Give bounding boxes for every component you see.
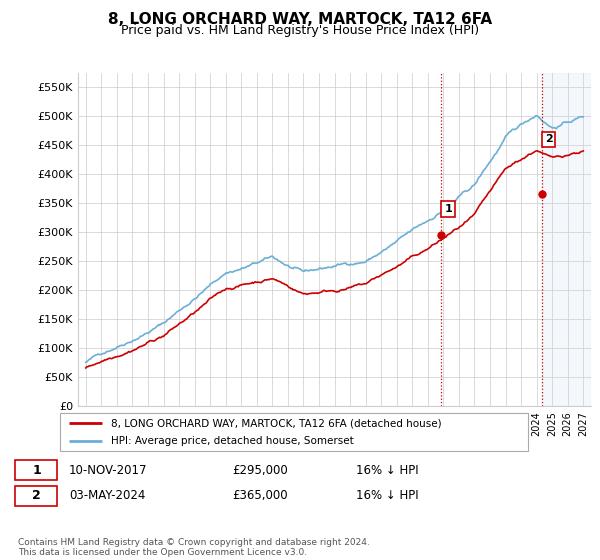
- Text: 2: 2: [32, 489, 41, 502]
- Text: £365,000: £365,000: [232, 489, 288, 502]
- Bar: [542, 73, 591, 406]
- Text: Contains HM Land Registry data © Crown copyright and database right 2024.
This d: Contains HM Land Registry data © Crown c…: [18, 538, 370, 557]
- FancyBboxPatch shape: [15, 460, 58, 480]
- Text: 8, LONG ORCHARD WAY, MARTOCK, TA12 6FA: 8, LONG ORCHARD WAY, MARTOCK, TA12 6FA: [108, 12, 492, 27]
- Text: 1: 1: [444, 204, 452, 214]
- Text: 2: 2: [545, 134, 553, 144]
- FancyBboxPatch shape: [15, 486, 58, 506]
- Text: 8, LONG ORCHARD WAY, MARTOCK, TA12 6FA (detached house): 8, LONG ORCHARD WAY, MARTOCK, TA12 6FA (…: [112, 418, 442, 428]
- Text: 03-MAY-2024: 03-MAY-2024: [69, 489, 145, 502]
- Text: HPI: Average price, detached house, Somerset: HPI: Average price, detached house, Some…: [112, 436, 354, 446]
- FancyBboxPatch shape: [60, 413, 528, 451]
- Text: £295,000: £295,000: [232, 464, 288, 477]
- Text: 10-NOV-2017: 10-NOV-2017: [69, 464, 147, 477]
- Text: Price paid vs. HM Land Registry's House Price Index (HPI): Price paid vs. HM Land Registry's House …: [121, 24, 479, 37]
- Text: 1: 1: [32, 464, 41, 477]
- Text: 16% ↓ HPI: 16% ↓ HPI: [356, 489, 419, 502]
- Text: 16% ↓ HPI: 16% ↓ HPI: [356, 464, 419, 477]
